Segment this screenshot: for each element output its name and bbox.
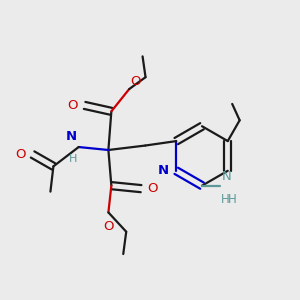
- Text: H: H: [228, 193, 236, 206]
- Text: O: O: [130, 75, 141, 88]
- Text: O: O: [68, 99, 78, 112]
- Text: N: N: [158, 164, 169, 177]
- Text: H: H: [69, 154, 77, 164]
- Text: O: O: [148, 182, 158, 195]
- Text: N: N: [66, 130, 77, 143]
- Text: O: O: [103, 220, 114, 233]
- Text: O: O: [16, 148, 26, 161]
- Text: H: H: [221, 193, 230, 206]
- Text: N: N: [221, 170, 231, 183]
